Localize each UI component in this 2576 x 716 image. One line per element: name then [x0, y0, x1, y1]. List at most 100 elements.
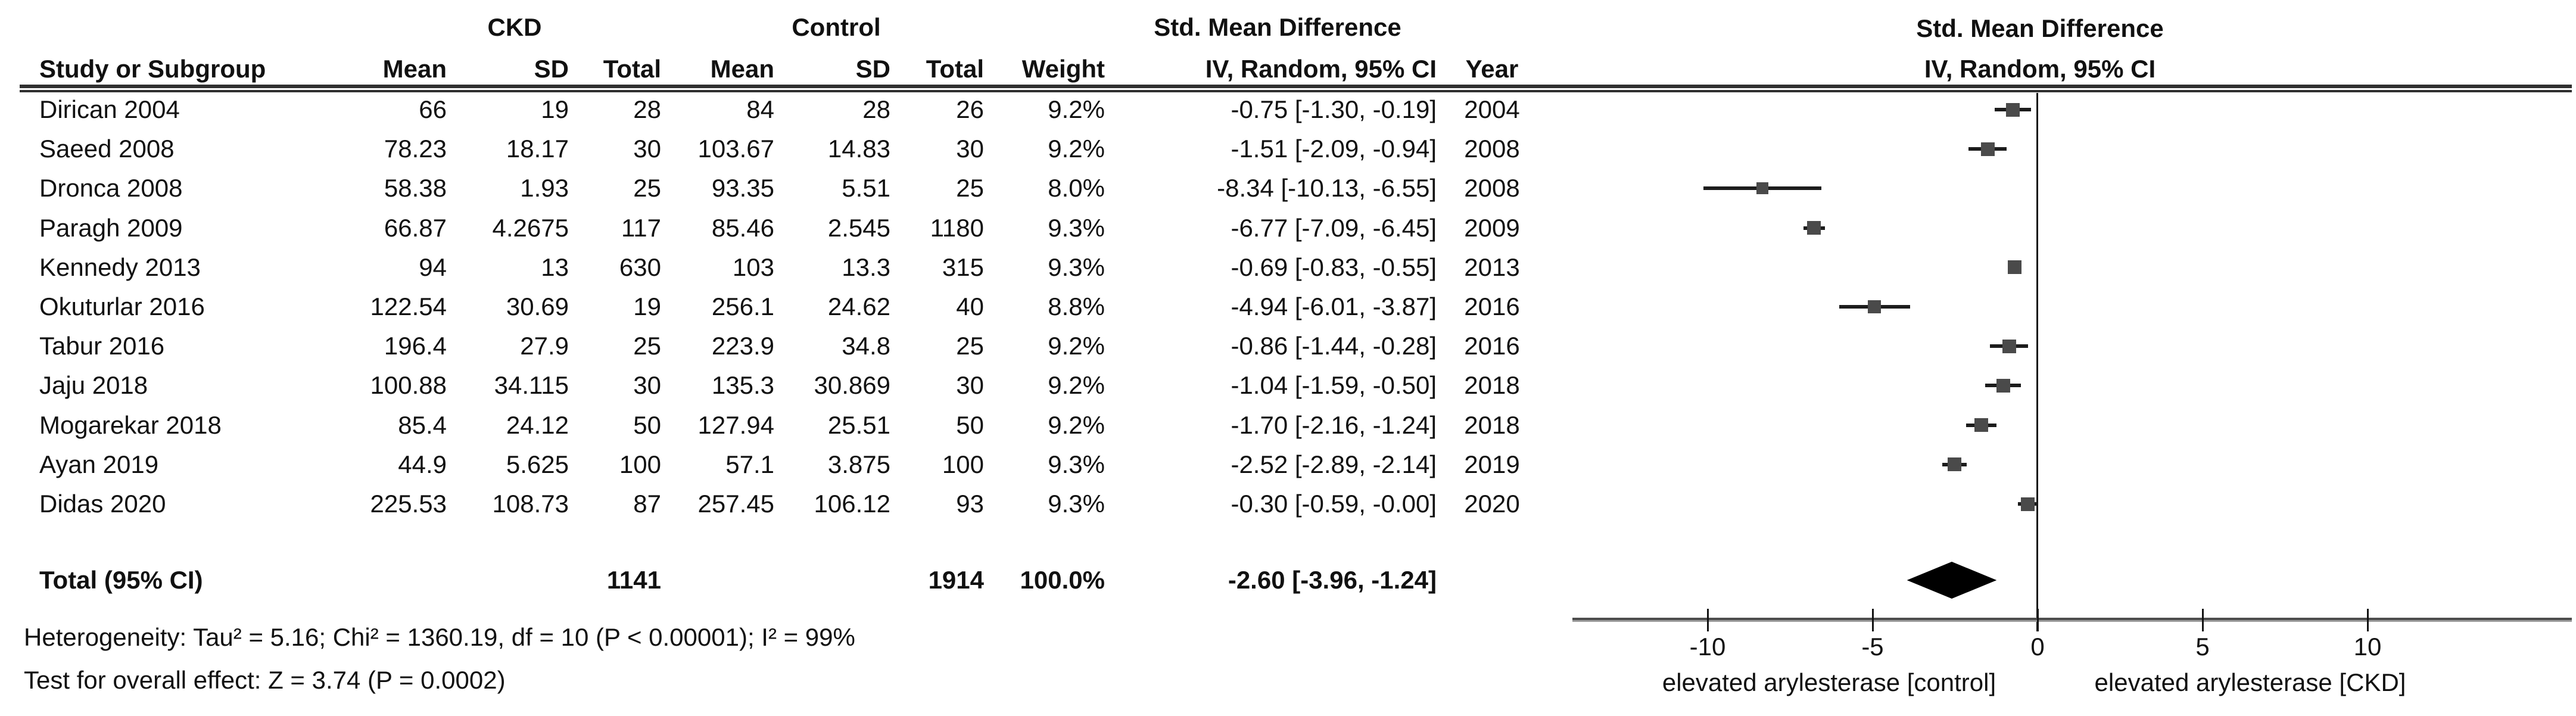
overall-effect-note: Test for overall effect: Z = 3.74 (P = 0… — [24, 666, 506, 694]
ctrl-sd: 30.869 — [814, 371, 890, 400]
axis-tick — [1706, 609, 1709, 631]
year: 2016 — [1464, 292, 1520, 320]
axis-tick-label: 0 — [2030, 633, 2045, 661]
axis-tick-label: -10 — [1689, 633, 1726, 661]
effect-square — [2008, 260, 2022, 275]
ckd-sd: 1.93 — [520, 174, 569, 203]
ci-text: -0.75 [-1.30, -0.19] — [1231, 95, 1437, 123]
ckd-sd: 19 — [541, 95, 569, 123]
study-name: Saeed 2008 — [39, 135, 175, 163]
table-row: Dirican 2004 66 19 28 84 28 26 9.2% -0.75 [-1.30… — [0, 90, 1549, 129]
col-header-ctrl-sd: SD — [855, 55, 890, 83]
ctrl-mean: 257.45 — [697, 490, 774, 518]
col-header-ckd-sd: SD — [534, 55, 569, 83]
year: 2019 — [1464, 450, 1520, 478]
year: 2008 — [1464, 174, 1520, 203]
weight: 8.8% — [1048, 292, 1105, 320]
ctrl-total: 100 — [942, 450, 984, 478]
ctrl-sd: 28 — [862, 95, 890, 123]
ci-text: -0.30 [-0.59, -0.00] — [1231, 490, 1437, 518]
ctrl-sd: 3.875 — [827, 450, 890, 478]
effect-square — [1947, 457, 1961, 472]
zero-reference-line — [2036, 93, 2038, 631]
study-name: Kennedy 2013 — [39, 253, 201, 281]
ctrl-mean: 93.35 — [711, 174, 774, 203]
year: 2020 — [1464, 490, 1520, 518]
weight: 9.3% — [1048, 490, 1105, 518]
ckd-mean: 196.4 — [384, 332, 447, 360]
col-header-ckd-total: Total — [603, 55, 661, 83]
effect-square — [2020, 497, 2035, 511]
year: 2016 — [1464, 332, 1520, 360]
col-header-ckd-mean: Mean — [382, 55, 447, 83]
effect-square — [1807, 221, 1821, 235]
ckd-sd: 4.2675 — [492, 213, 569, 242]
ctrl-total: 315 — [942, 253, 984, 281]
ctrl-mean: 57.1 — [725, 450, 774, 478]
ci-text: -1.51 [-2.09, -0.94] — [1231, 135, 1437, 163]
axis-tick-label: 5 — [2195, 633, 2210, 661]
ci-text: -1.70 [-2.16, -1.24] — [1231, 410, 1437, 439]
col-header-ctrl-total: Total — [926, 55, 984, 83]
ckd-total: 25 — [633, 332, 661, 360]
table-row: Didas 2020 225.53 108.73 87 257.45 106.12 93 9.… — [0, 484, 1549, 524]
table-panel: CKD Control Std. Mean Difference Study o… — [0, 13, 1549, 694]
plot-header-line1: Std. Mean Difference — [1916, 14, 2164, 42]
ckd-sd: 27.9 — [520, 332, 569, 360]
ci-text: -0.69 [-0.83, -0.55] — [1231, 253, 1437, 281]
x-axis-line-shadow — [1572, 620, 2572, 622]
ctrl-mean: 223.9 — [711, 332, 774, 360]
ctrl-sd: 24.62 — [827, 292, 890, 320]
ctrl-total: 1180 — [930, 213, 984, 242]
total-ci-text: -2.60 [-3.96, -1.24] — [1228, 566, 1437, 594]
table-row: Tabur 2016 196.4 27.9 25 223.9 34.8 25 9.2% -0.8… — [0, 326, 1549, 366]
ckd-sd: 13 — [541, 253, 569, 281]
table-row: Kennedy 2013 94 13 630 103 13.3 315 9.3% -0.69 [… — [0, 248, 1549, 287]
ckd-total: 30 — [633, 371, 661, 400]
effect-square — [1996, 378, 2010, 393]
forest-plot-panel — [1549, 0, 2576, 716]
ctrl-sd: 14.83 — [827, 135, 890, 163]
table-row: Saeed 2008 78.23 18.17 30 103.67 14.83 30 9.2% -… — [0, 129, 1549, 169]
ckd-total: 117 — [621, 213, 661, 242]
ckd-sd: 5.625 — [506, 450, 569, 478]
col-header-study: Study or Subgroup — [39, 55, 266, 83]
heterogeneity-note: Heterogeneity: Tau² = 5.16; Chi² = 1360.… — [24, 623, 855, 651]
ckd-mean: 58.38 — [384, 174, 447, 203]
col-header-ctrl-mean: Mean — [710, 55, 774, 83]
total-label: Total (95% CI) — [39, 566, 203, 594]
effect-square — [2005, 102, 2020, 117]
group-header-ckd: CKD — [487, 13, 542, 41]
ctrl-mean: 103 — [732, 253, 774, 281]
ckd-total: 87 — [633, 490, 661, 518]
ctrl-total: 25 — [956, 332, 984, 360]
ckd-total: 19 — [633, 292, 661, 320]
weight: 9.3% — [1048, 450, 1105, 478]
axis-tick-label: 10 — [2353, 633, 2382, 661]
header-rule-bottom — [20, 90, 2572, 92]
weight: 9.2% — [1048, 371, 1105, 400]
col-header-weight: Weight — [1021, 55, 1105, 83]
ckd-total: 30 — [633, 135, 661, 163]
ckd-mean: 66 — [419, 95, 447, 123]
effect-square — [1756, 182, 1768, 195]
weight: 9.2% — [1048, 95, 1105, 123]
effect-square — [1868, 300, 1882, 313]
ctrl-mean: 256.1 — [711, 292, 774, 320]
ci-text: -1.04 [-1.59, -0.50] — [1231, 371, 1437, 400]
group-header-smd: Std. Mean Difference — [1154, 13, 1401, 41]
study-name: Tabur 2016 — [39, 332, 165, 360]
ckd-total: 630 — [619, 253, 661, 281]
ci-text: -2.52 [-2.89, -2.14] — [1231, 450, 1437, 478]
total-ctrl-n: 1914 — [928, 566, 984, 594]
ckd-mean: 66.87 — [384, 213, 447, 242]
effect-square — [2002, 339, 2016, 353]
table-row: Paragh 2009 66.87 4.2675 117 85.46 2.545 1180 9… — [0, 208, 1549, 248]
col-header-ci: IV, Random, 95% CI — [1205, 55, 1437, 83]
table-row: Mogarekar 2018 85.4 24.12 50 127.94 25.51 50 9.… — [0, 406, 1549, 445]
header-rule-top — [20, 85, 2572, 88]
ckd-sd: 24.12 — [506, 410, 569, 439]
study-name: Dronca 2008 — [39, 174, 183, 203]
ctrl-mean: 135.3 — [711, 371, 774, 400]
